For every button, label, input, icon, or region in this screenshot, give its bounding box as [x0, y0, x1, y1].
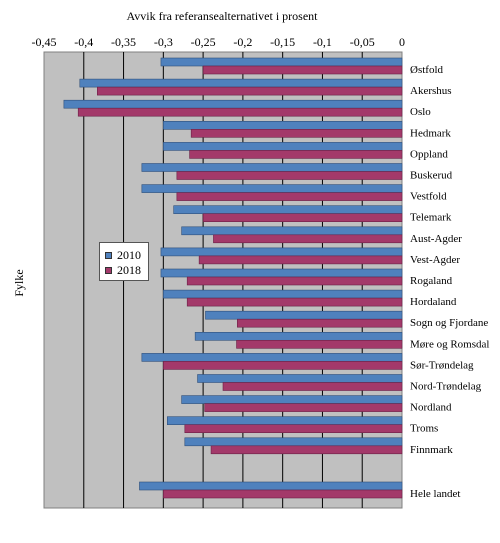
category-label: Sør-Trøndelag	[410, 359, 474, 371]
bar-2010	[181, 226, 403, 236]
bar-2010	[173, 205, 403, 214]
bar-2018	[202, 65, 403, 75]
bar-2010	[163, 121, 403, 130]
bar-2010	[63, 99, 403, 109]
category-label: Nord-Trøndelag	[410, 381, 482, 393]
bar-2010	[205, 310, 403, 320]
category-label: Nordland	[410, 402, 452, 414]
bar-2010	[79, 78, 403, 88]
category-label: Sogn og Fjordane	[410, 317, 488, 329]
category-label: Akershus	[410, 85, 452, 97]
bar-2018	[190, 129, 403, 138]
legend-label-2010: 2010	[117, 248, 141, 262]
bar-2010	[160, 247, 403, 257]
category-label: Oslo	[410, 106, 431, 118]
bar-2010	[194, 331, 403, 341]
bar-2018	[176, 171, 403, 180]
category-label: Telemark	[410, 212, 452, 224]
bar-2018	[202, 213, 403, 222]
legend-item-2018: 2018	[105, 263, 141, 277]
bar-2018	[77, 107, 403, 117]
bar-2018	[176, 192, 403, 201]
bar-2010	[184, 437, 403, 447]
bar-2018	[204, 403, 403, 412]
category-label: Hele landet	[410, 488, 460, 500]
bar-2010	[160, 57, 403, 67]
bar-2018	[163, 361, 403, 370]
bar-2018	[97, 86, 403, 96]
legend: 2010 2018	[99, 242, 149, 281]
bar-2018	[237, 318, 403, 328]
category-label: Vestfold	[410, 191, 447, 203]
bar-2010	[141, 163, 403, 172]
x-tick-label: 0	[399, 35, 405, 49]
bar-2010	[139, 481, 403, 491]
category-label: Buskerud	[410, 170, 453, 182]
x-tick-label: -0,3	[154, 35, 173, 49]
category-label: Østfold	[410, 64, 444, 76]
category-label: Hedmark	[410, 127, 451, 139]
x-tick-label: -0,2	[233, 35, 252, 49]
bar-2010	[197, 374, 403, 383]
category-label: Møre og Romsdal	[410, 338, 489, 350]
x-tick-label: -0,4	[74, 35, 93, 49]
chart-title: Avvik fra referansealternativet i prosen…	[126, 9, 318, 23]
category-label: Rogaland	[410, 275, 453, 287]
bar-2010	[167, 416, 403, 426]
legend-label-2018: 2018	[117, 263, 141, 277]
x-tick-label: -0,15	[270, 35, 295, 49]
bar-2018	[186, 297, 403, 307]
bar-2018	[198, 255, 403, 265]
bar-2018	[236, 339, 403, 349]
bar-2018	[163, 489, 403, 499]
y-axis-label: Fylke	[12, 269, 26, 296]
category-label: Aust-Agder	[410, 233, 462, 245]
legend-swatch-2018	[105, 266, 112, 274]
bar-2010	[163, 142, 403, 151]
category-label: Finnmark	[410, 444, 453, 456]
x-tick-label: -0,35	[111, 35, 136, 49]
bar-2018	[213, 234, 403, 244]
x-tick-label: -0,1	[313, 35, 332, 49]
category-label: Oppland	[410, 148, 448, 160]
bar-2018	[210, 445, 403, 455]
x-tick-label: -0,45	[32, 35, 57, 49]
legend-swatch-2010	[105, 251, 112, 259]
category-label: Troms	[410, 423, 438, 435]
bar-2010	[141, 353, 403, 362]
bar-2018	[222, 382, 403, 391]
bar-2010	[181, 395, 403, 404]
bar-2018	[184, 424, 403, 434]
legend-item-2010: 2010	[105, 248, 141, 262]
x-tick-label: -0,05	[350, 35, 375, 49]
x-tick-label: -0,25	[191, 35, 216, 49]
bar-2010	[141, 184, 403, 193]
bar-2010	[160, 268, 403, 278]
category-label: Hordaland	[410, 296, 457, 308]
bar-2010	[163, 289, 403, 299]
bar-2018	[186, 276, 403, 286]
category-label: Vest-Agder	[410, 254, 460, 266]
bar-2018	[189, 150, 403, 159]
